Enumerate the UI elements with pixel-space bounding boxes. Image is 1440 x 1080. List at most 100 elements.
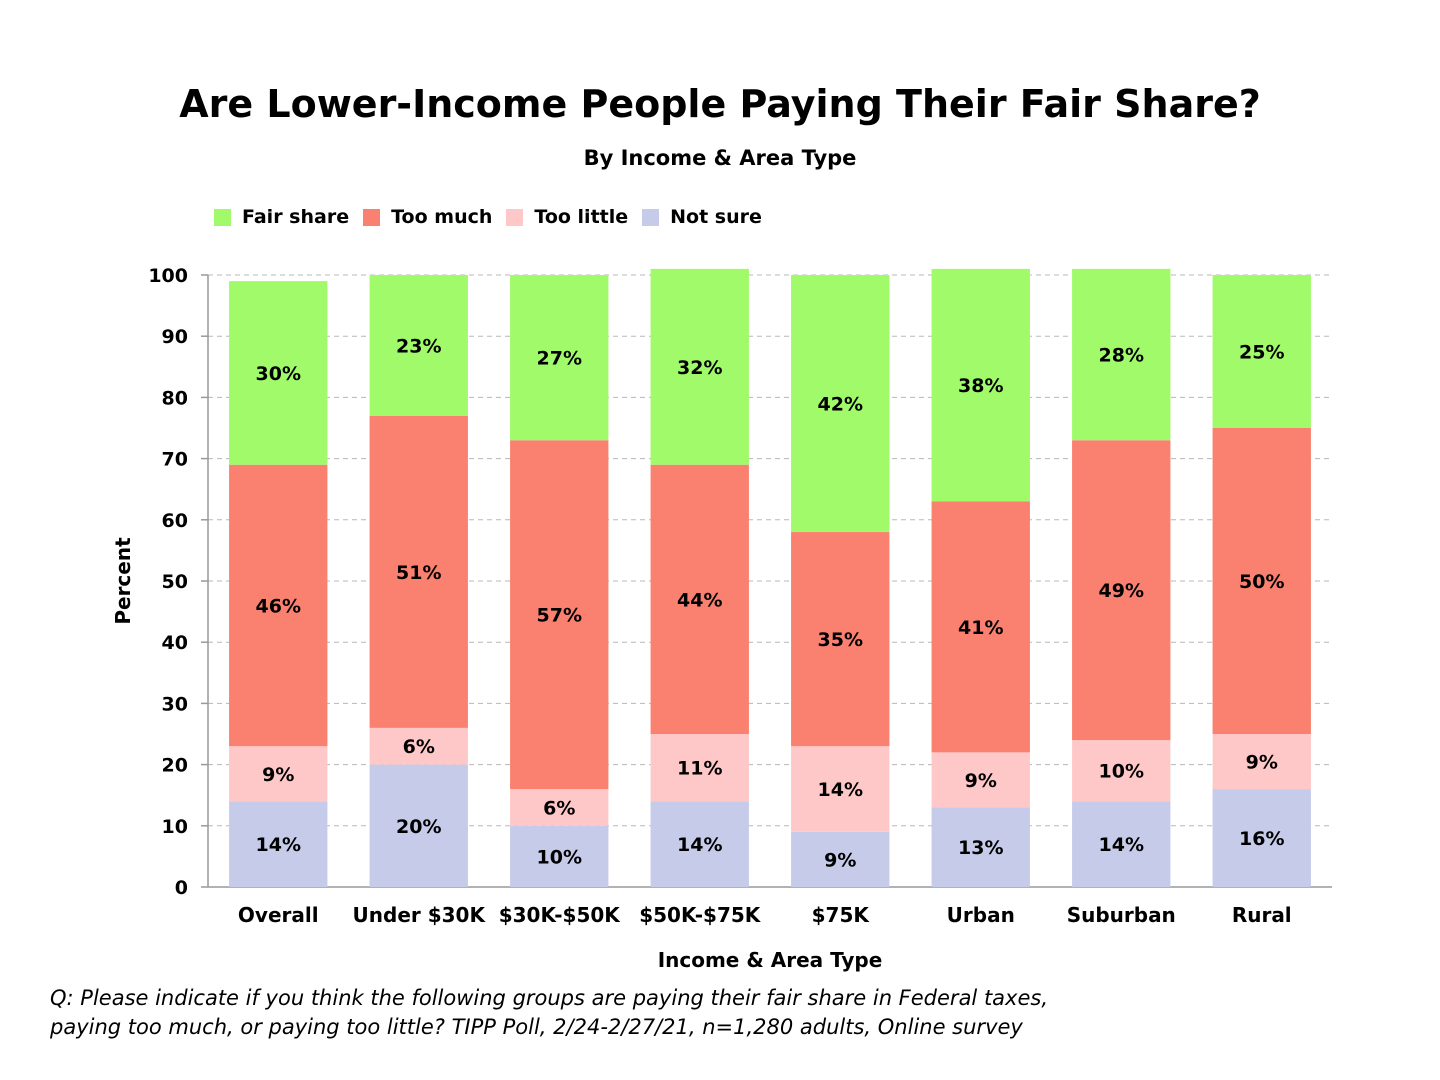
y-tick-label: 100 [148,265,188,287]
data-label: 44% [677,589,722,611]
y-tick-label: 40 [162,632,188,654]
footnote-line-1: Q: Please indicate if you think the foll… [50,986,1049,1010]
x-tick-label: Rural [1232,903,1292,927]
bar-segment [369,727,468,765]
bar-segment [510,440,609,790]
data-label: 11% [677,758,722,780]
legend-swatch [506,208,524,226]
data-label: 14% [256,834,301,856]
data-label: 9% [965,770,997,792]
data-label: 28% [1099,345,1144,367]
bar-segment [650,734,749,802]
legend-swatch [214,208,231,226]
x-tick-label: Urban [947,903,1015,927]
bar-segment [369,415,468,728]
chart-subtitle: By Income & Area Type [583,146,857,170]
data-label: 49% [1099,580,1144,602]
bar-segment [1072,268,1171,441]
data-label: 16% [1239,828,1284,850]
x-tick-label: Under $30K [353,903,487,927]
x-tick-label: Overall [238,903,319,927]
y-tick-label: 10 [162,816,188,838]
data-label: 6% [543,797,575,819]
bar-segment [1072,801,1171,887]
data-label: 9% [1246,752,1278,774]
legend-label: Too much [391,206,493,228]
data-label: 32% [677,357,722,379]
legend-item: Too much [363,206,492,228]
data-label: 13% [958,837,1003,859]
bar-segment [650,268,749,465]
data-label: 42% [818,394,863,416]
bar-segment [931,752,1030,808]
legend-swatch [642,208,660,226]
data-label: 9% [824,849,856,871]
x-tick-label: $30K-$50K [499,903,622,927]
bar-segment [1212,428,1311,734]
y-tick-label: 90 [162,326,188,348]
chart-title: Are Lower-Income People Paying Their Fai… [179,82,1261,126]
bar-segment [791,831,890,887]
bar-segment [1072,440,1171,741]
bar-segment [229,746,328,802]
data-label: 30% [256,363,301,385]
bar-segment [791,532,890,747]
legend-label: Too little [534,206,629,228]
data-label: 57% [537,605,582,627]
data-label: 20% [396,816,441,838]
bar-segment [229,801,328,887]
data-label: 14% [677,834,722,856]
x-tick-label: Suburban [1067,903,1176,927]
x-axis-title: Income & Area Type [658,948,883,972]
data-label: 50% [1239,571,1284,593]
y-tick-label: 60 [162,510,188,532]
bar-segment [1072,740,1171,802]
data-label: 10% [1099,761,1144,783]
bar-segment [791,275,890,533]
data-label: 23% [396,335,441,357]
data-label: 6% [403,736,435,758]
bar-segment [510,275,609,441]
bar-segment [931,268,1030,502]
bar-segment [369,764,468,887]
bar-segment [369,275,468,416]
bar-segment [931,501,1030,753]
bar-segment [1212,734,1311,790]
data-label: 41% [958,617,1003,639]
y-tick-label: 0 [175,877,188,899]
y-tick-label: 70 [162,449,188,471]
data-label: 38% [958,375,1003,397]
y-axis-title: Percent [111,537,135,625]
bar-segment [229,281,328,465]
y-tick-label: 30 [162,693,188,715]
data-label: 10% [537,846,582,868]
data-label: 14% [1099,834,1144,856]
data-label: 14% [818,779,863,801]
legend-item: Fair share [214,206,349,228]
bar-segment [1212,789,1311,887]
bar-segment [510,825,609,887]
data-label: 46% [256,595,301,617]
data-label: 51% [396,562,441,584]
legend-item: Too little [506,206,628,228]
stacked-bar-chart: 0 10 20 30 40 50 60 70 80 90 100 14% 9% 46% 30% Overall… [111,265,1332,972]
data-label: 35% [818,629,863,651]
bar-segment [650,801,749,887]
footnote-line-2: paying too much, or paying too little? T… [50,1015,1023,1039]
bar-segment [931,807,1030,887]
bar-segment [1212,275,1311,428]
y-tick-label: 50 [162,571,188,593]
data-label: 27% [537,348,582,370]
y-tick-label: 20 [162,755,188,777]
legend-label: Not sure [670,206,762,228]
data-label: 9% [262,764,294,786]
x-tick-label: $75K [812,903,871,927]
bar-segment [510,789,609,826]
bar-segment [229,464,328,747]
y-tick-label: 80 [162,387,188,409]
bar-segment [791,746,890,832]
footnote: Q: Please indicate if you think the foll… [50,984,1048,1042]
bar-segment [650,464,749,734]
legend-swatch [363,208,381,226]
legend-label: Fair share [242,206,350,228]
